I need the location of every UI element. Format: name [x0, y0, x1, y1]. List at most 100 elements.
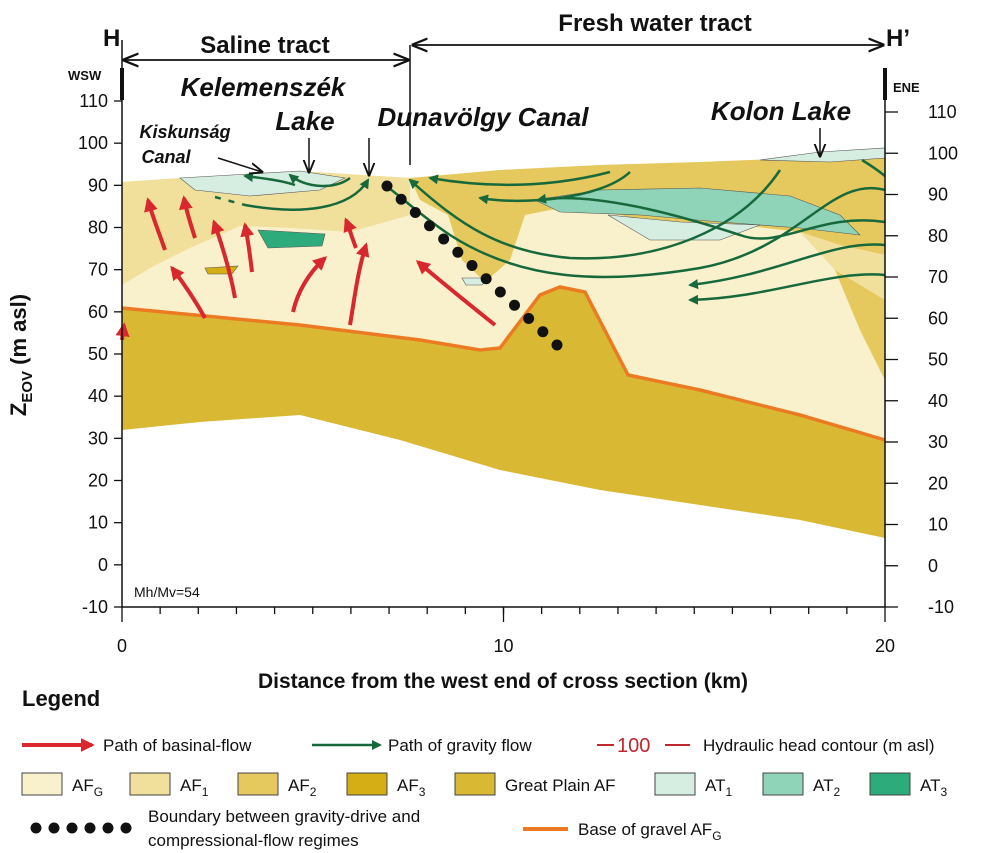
at1-left	[179, 170, 347, 197]
legend-swatch	[454, 772, 496, 796]
boundary-dot	[509, 299, 520, 311]
legend-label-base: AF	[288, 776, 310, 795]
y-tick-label: 40	[928, 391, 948, 411]
x-tick-label: 0	[117, 636, 127, 656]
boundary-dot	[438, 233, 450, 245]
left-marker: H	[103, 25, 120, 52]
legend-swatch	[869, 772, 911, 796]
af1-layer	[122, 171, 410, 285]
right-marker: H’	[886, 25, 910, 52]
af2-right	[835, 270, 885, 380]
y-tick-label: -10	[928, 597, 954, 617]
legend-label-sub: 2	[833, 785, 840, 799]
basinal-flow	[240, 222, 255, 273]
boundary-dot	[395, 193, 407, 205]
y-tick-label: 10	[928, 515, 948, 535]
basinal-flow	[291, 256, 328, 313]
boundary-dot	[120, 822, 132, 834]
boundary-dot	[466, 260, 478, 271]
legend-swatch	[21, 772, 63, 796]
y-tick-label: 20	[928, 473, 948, 493]
y-tick-label: 50	[928, 350, 948, 370]
y-tick-label: 40	[88, 386, 108, 406]
axis-ticks: 1101009080706050403020100-10110100908070…	[78, 91, 958, 656]
boundary-dot	[84, 822, 96, 834]
basinal-flow	[211, 219, 237, 299]
gravity-flow	[408, 169, 782, 260]
y-label-sub: EOV	[19, 371, 36, 403]
gravity-flow	[688, 273, 886, 305]
boundary-dot	[480, 273, 492, 285]
legend-label-base: AF	[397, 776, 419, 795]
y-tick-label: 110	[79, 91, 108, 111]
af1-right	[800, 232, 885, 380]
gravity-flow	[244, 178, 370, 211]
y-tick-label: 100	[78, 133, 108, 153]
canal-label: Canal	[141, 147, 191, 167]
great-plain-af	[122, 287, 885, 538]
basinal-flow	[343, 217, 358, 249]
canal-label: Dunavölgy Canal	[378, 102, 590, 132]
legend-label-base: AF	[180, 776, 202, 795]
direction: WSW	[68, 68, 102, 83]
legend-label: compressional-flow regimes	[148, 831, 359, 850]
y-tick-label: 50	[88, 344, 108, 364]
y-tick-label: 60	[88, 302, 108, 322]
boundary-dot	[30, 822, 42, 834]
legend-label-base: AT	[813, 776, 833, 795]
gravity-flow	[688, 243, 886, 290]
legend-label-sub: G	[712, 829, 721, 843]
gravity-flow-paths	[214, 158, 886, 305]
legend-label-base: Base of gravel AF	[578, 820, 712, 839]
at2-top	[533, 187, 861, 236]
y-tick-label: 80	[928, 226, 948, 246]
legend-label: Path of gravity flow	[388, 736, 532, 755]
base-gravel-line	[121, 285, 886, 442]
x-tick-label: 10	[493, 636, 513, 656]
basinal-flow	[170, 265, 207, 319]
y-tick-label: 0	[928, 556, 938, 576]
gravity-flow	[536, 193, 886, 240]
legend-label-sub: 2	[310, 785, 317, 799]
y-tick-label: 70	[88, 260, 108, 280]
legend-label-sub: 1	[725, 785, 732, 799]
regime-boundary	[381, 180, 563, 351]
legend-swatch	[654, 772, 696, 796]
y-tick-label: 30	[928, 432, 948, 452]
legend-label: Great Plain AF	[505, 776, 616, 795]
y-tick-label: 70	[928, 267, 948, 287]
y-tick-label: 90	[928, 185, 948, 205]
y-tick-label: 10	[88, 513, 108, 533]
lake-label: Kolon Lake	[711, 96, 851, 126]
boundary-dot	[424, 220, 435, 232]
boundary-dot	[537, 326, 549, 338]
y-axis-label: ZEOV (m asl)	[6, 294, 36, 416]
geology	[121, 147, 886, 538]
legend-label-sub: 1	[202, 785, 209, 799]
boundary-dot	[523, 313, 535, 324]
direction: ENE	[893, 80, 920, 95]
boundary-dot	[551, 339, 563, 351]
basinal-flow	[144, 197, 167, 251]
basinal-flow	[178, 195, 197, 239]
legend-label: AT1	[705, 776, 732, 799]
legend-label-sub: 3	[419, 785, 426, 799]
y-tick-label: 20	[88, 471, 108, 491]
lake-label: Lake	[275, 106, 334, 136]
legend-units: AFG AF1 AF2 AF3 Great Plain AF AT1 AT2 AT3	[21, 772, 947, 799]
legend-label: Path of basinal-flow	[103, 736, 252, 755]
y-tick-label: 110	[928, 102, 957, 122]
x-tick-label: 20	[875, 636, 895, 656]
saline-tract: Saline tract	[200, 32, 329, 59]
y-tick-label: 60	[928, 308, 948, 328]
basinal-flow	[415, 260, 497, 327]
gravity-flow	[214, 195, 246, 207]
pointer	[217, 157, 262, 172]
legend-label-base: AF	[72, 776, 94, 795]
legend-label-sub: G	[94, 785, 103, 799]
boundary-dot	[452, 246, 464, 258]
canal-label: Kiskunság	[139, 122, 230, 142]
scale-ratio: Mh/Mv=54	[134, 584, 200, 600]
gravity-flow	[384, 184, 886, 279]
